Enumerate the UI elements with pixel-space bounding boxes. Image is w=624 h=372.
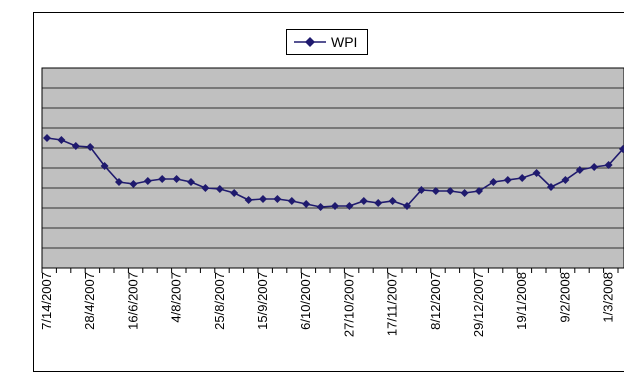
data-point-marker — [590, 163, 599, 171]
data-point-marker — [143, 177, 152, 185]
data-point-marker — [374, 199, 383, 207]
data-point-marker — [547, 183, 555, 191]
data-point-marker — [172, 175, 181, 183]
data-point-marker — [187, 178, 195, 186]
data-point-marker — [287, 197, 296, 205]
line-chart: 7/14/2007 28/4/2007 16/6/2007 4/8/2007 25/8/… — [39, 67, 624, 337]
data-point-marker — [316, 203, 325, 211]
data-point-marker — [619, 145, 624, 153]
data-point-marker — [417, 186, 426, 194]
data-point-marker — [115, 178, 123, 186]
x-tick-label: 1/3/2008 — [601, 272, 616, 323]
data-point-marker — [230, 189, 239, 197]
data-point-marker — [71, 142, 80, 150]
data-point-marker — [86, 143, 95, 151]
data-point-marker — [403, 202, 411, 210]
data-point-marker — [446, 187, 455, 195]
x-axis-tick-labels: 7/14/2007 28/4/2007 16/6/2007 4/8/2007 25/8/… — [39, 272, 616, 337]
series-markers-wpi — [43, 134, 624, 211]
data-point-marker — [259, 195, 267, 203]
x-tick-label: 7/14/2007 — [39, 272, 54, 330]
data-point-marker — [100, 162, 109, 170]
x-tick-label: 4/8/2007 — [169, 272, 184, 323]
data-point-marker — [158, 175, 167, 183]
data-point-marker — [129, 180, 138, 188]
data-point-marker — [532, 169, 541, 177]
data-point-marker — [43, 134, 51, 142]
legend-line-marker-icon — [294, 37, 326, 47]
x-tick-label: 29/12/2007 — [471, 272, 486, 337]
x-tick-label: 19/1/2008 — [514, 272, 529, 330]
data-point-marker — [431, 187, 440, 195]
x-tick-label: 6/10/2007 — [298, 272, 313, 330]
gridlines — [42, 87, 624, 249]
data-point-marker — [302, 200, 311, 208]
x-tick-label: 28/4/2007 — [82, 272, 97, 330]
data-point-marker — [201, 184, 210, 192]
data-point-marker — [215, 185, 224, 193]
legend: WPI — [286, 29, 369, 55]
data-point-marker — [518, 174, 527, 182]
data-point-marker — [388, 197, 397, 205]
data-point-marker — [359, 197, 368, 205]
data-point-marker — [604, 161, 613, 169]
x-tick-label: 16/6/2007 — [125, 272, 140, 330]
x-tick-label: 9/2/2008 — [557, 272, 572, 323]
data-point-marker — [489, 178, 498, 186]
data-point-marker — [331, 202, 339, 210]
data-point-marker — [460, 189, 469, 197]
x-tick-label: 8/12/2007 — [428, 272, 443, 330]
x-tick-label: 27/10/2007 — [341, 272, 356, 337]
data-point-marker — [273, 195, 282, 203]
legend-label-wpi: WPI — [331, 34, 358, 50]
data-point-marker — [575, 166, 584, 174]
x-axis-ticks — [41, 268, 619, 273]
data-point-marker — [244, 196, 253, 204]
x-tick-label: 25/8/2007 — [212, 272, 227, 330]
x-tick-label: 17/11/2007 — [385, 272, 400, 336]
x-tick-label: 15/9/2007 — [255, 272, 270, 330]
data-point-marker — [345, 202, 354, 210]
data-point-marker — [561, 176, 570, 184]
data-point-marker — [503, 176, 512, 184]
data-point-marker — [57, 136, 66, 144]
data-point-marker — [475, 187, 483, 195]
